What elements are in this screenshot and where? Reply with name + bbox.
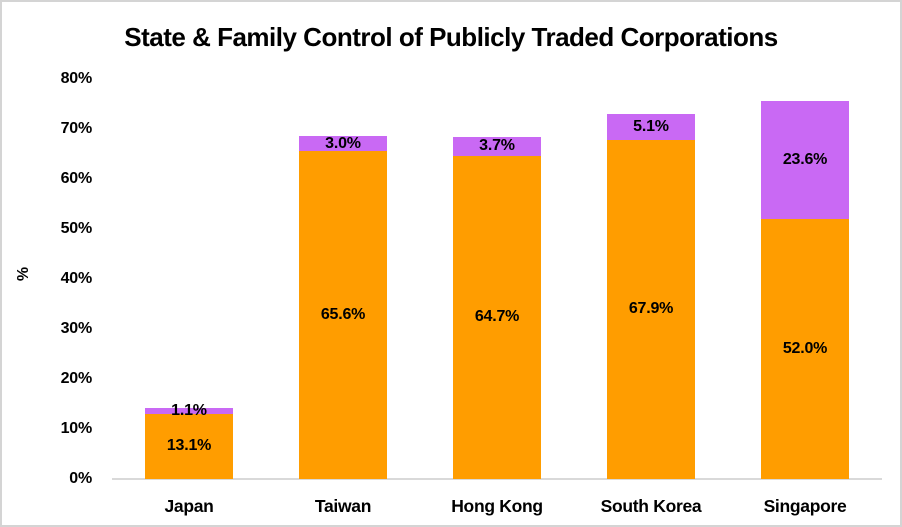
bar-segment-family-control: [145, 413, 233, 479]
x-axis-line: [112, 478, 882, 480]
bar-segment-family-control: [607, 139, 695, 479]
data-label-family-control: 65.6%: [320, 306, 366, 323]
y-tick-label: 50%: [60, 220, 93, 237]
y-tick-label: 80%: [60, 70, 93, 87]
y-tick-label: 40%: [60, 270, 93, 287]
y-tick-label: 20%: [60, 370, 93, 387]
data-label-state-control: 3.0%: [325, 134, 361, 152]
y-tick-label: 30%: [60, 320, 93, 337]
bar-segment-state-control: [453, 137, 541, 156]
chart-title: State & Family Control of Publicly Trade…: [124, 22, 778, 52]
bar-segment-family-control: [299, 151, 387, 479]
bar-segment-state-control: [299, 136, 387, 151]
category-label: Taiwan: [314, 496, 372, 516]
bar-segment-state-control: [145, 408, 233, 414]
data-label-state-control: 5.1%: [633, 117, 669, 135]
bar-segment-family-control: [761, 219, 849, 479]
category-label: Japan: [164, 496, 214, 516]
data-label-family-control: 52.0%: [782, 340, 828, 357]
data-label-state-control: 3.7%: [479, 137, 515, 155]
data-label-family-control: 67.9%: [628, 300, 674, 318]
y-tick-label: 70%: [60, 120, 93, 137]
y-tick-label: 10%: [60, 420, 93, 437]
bar-segment-family-control: [453, 155, 541, 479]
bar-segment-state-control: [761, 101, 849, 219]
data-label-family-control: 13.1%: [166, 437, 212, 455]
y-tick-label: 0%: [69, 470, 92, 487]
bar-segment-state-control: [607, 114, 695, 140]
data-label-state-control: 23.6%: [782, 151, 828, 168]
category-label: Hong Kong: [451, 496, 543, 516]
category-label: South Korea: [600, 496, 702, 516]
y-tick-label: 60%: [60, 170, 93, 187]
data-label-state-control: 1.1%: [171, 401, 207, 419]
data-label-family-control: 64.7%: [474, 308, 520, 326]
category-label: Singapore: [763, 496, 847, 516]
